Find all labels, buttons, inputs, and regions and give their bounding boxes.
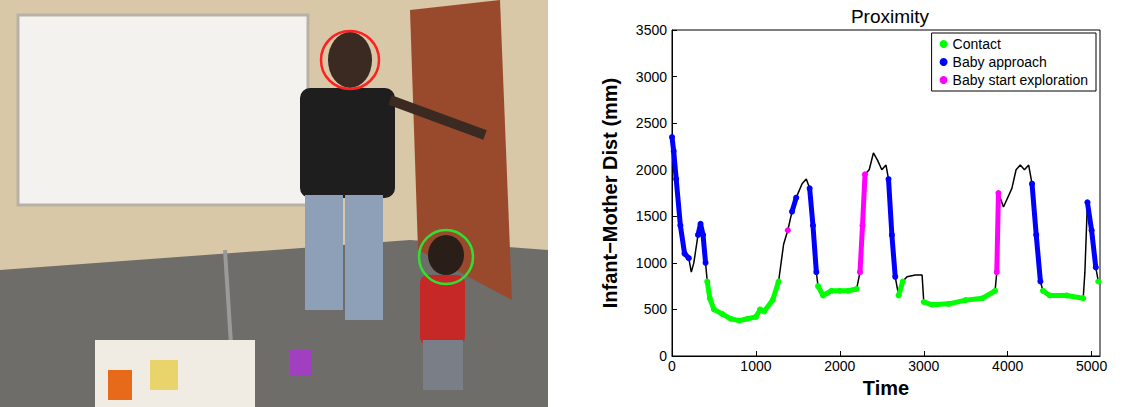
svg-text:3500: 3500 bbox=[636, 22, 667, 38]
svg-text:2000: 2000 bbox=[824, 358, 855, 374]
svg-text:1000: 1000 bbox=[740, 358, 771, 374]
svg-text:Time: Time bbox=[863, 377, 909, 399]
svg-text:3000: 3000 bbox=[636, 69, 667, 85]
svg-text:1000: 1000 bbox=[636, 255, 667, 271]
svg-text:2000: 2000 bbox=[636, 162, 667, 178]
svg-text:1500: 1500 bbox=[636, 208, 667, 224]
svg-text:Baby start exploration: Baby start exploration bbox=[953, 72, 1088, 88]
svg-text:0: 0 bbox=[668, 358, 676, 374]
svg-text:4000: 4000 bbox=[992, 358, 1023, 374]
svg-text:2500: 2500 bbox=[636, 115, 667, 131]
svg-text:500: 500 bbox=[644, 301, 668, 317]
svg-text:Proximity: Proximity bbox=[851, 6, 930, 27]
svg-text:0: 0 bbox=[659, 348, 667, 364]
svg-text:Contact: Contact bbox=[953, 36, 1001, 52]
svg-text:Baby approach: Baby approach bbox=[953, 54, 1047, 70]
svg-text:3000: 3000 bbox=[908, 358, 939, 374]
svg-text:5000: 5000 bbox=[1076, 358, 1107, 374]
svg-text:Infant−Mother Dist (mm): Infant−Mother Dist (mm) bbox=[599, 78, 621, 309]
